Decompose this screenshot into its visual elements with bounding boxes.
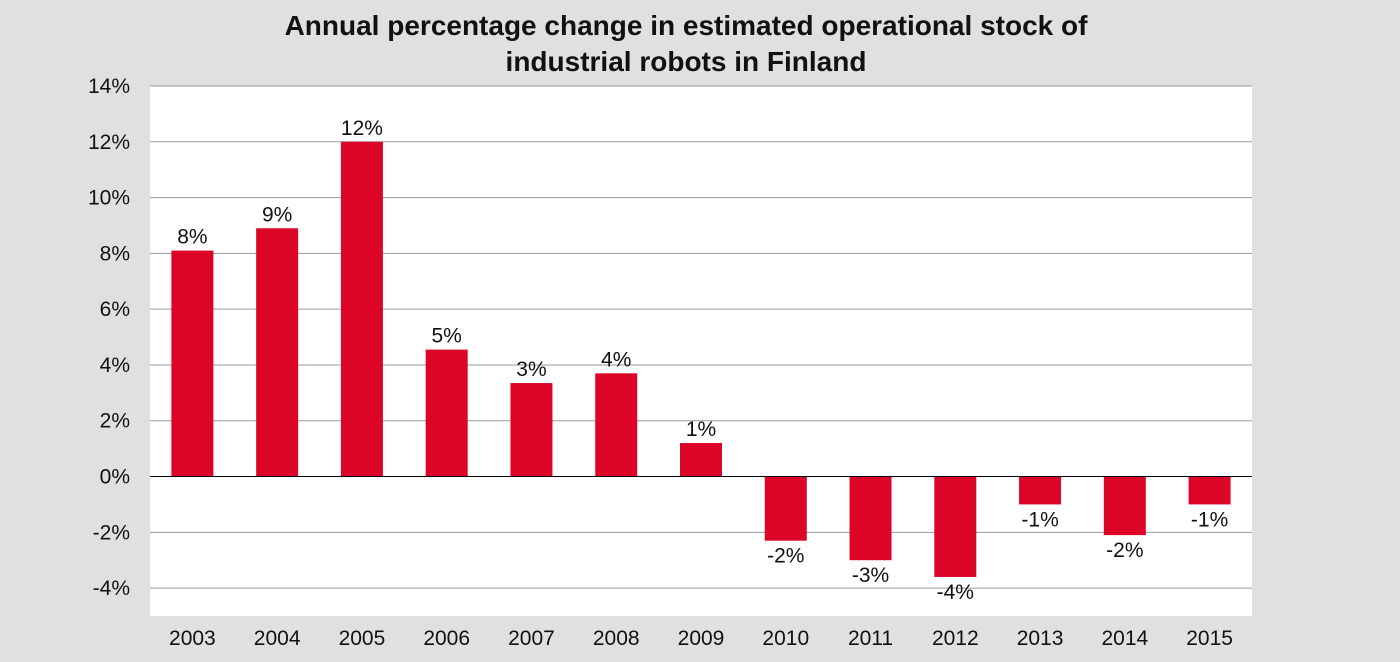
x-tick-label: 2009 — [678, 627, 725, 650]
bar-2006 — [425, 349, 468, 477]
x-tick-label: 2007 — [508, 627, 555, 650]
bar-2014 — [1103, 476, 1146, 536]
y-tick-label: 10% — [88, 187, 130, 210]
bar-2005 — [340, 141, 383, 477]
bar-2010 — [764, 476, 807, 541]
data-label: -2% — [767, 545, 804, 568]
data-label: 12% — [341, 117, 383, 140]
x-tick-label: 2004 — [254, 627, 301, 650]
bar-2003 — [171, 250, 214, 477]
plot-area — [150, 86, 1252, 616]
y-tick-label: 0% — [100, 466, 130, 489]
bar-2009 — [680, 443, 722, 477]
data-labels: 8% 9% 12% 5% 3% 4% 1% -2% -3% -4% -1% -2% -1% — [177, 117, 1228, 604]
data-label: 3% — [516, 358, 546, 381]
data-label: -4% — [937, 581, 974, 604]
y-tick-label: 4% — [100, 354, 130, 377]
bars — [171, 141, 1231, 577]
chart-title-line-2: industrial robots in Finland — [505, 46, 867, 77]
chart-title: Annual percentage change in estimated op… — [150, 8, 1222, 80]
y-tick-label: 2% — [100, 410, 130, 433]
data-label: -3% — [852, 564, 889, 587]
y-tick-label: 14% — [88, 75, 130, 98]
x-tick-label: 2013 — [1017, 627, 1064, 650]
y-tick-label: 8% — [100, 242, 130, 265]
x-tick-label: 2011 — [848, 627, 893, 650]
x-tick-label: 2010 — [762, 627, 809, 650]
bar-2012 — [934, 476, 977, 577]
chart-title-line-1: Annual percentage change in estimated op… — [284, 10, 1088, 41]
x-tick-label: 2006 — [423, 627, 470, 650]
data-label: 4% — [601, 348, 631, 371]
data-label: -2% — [1106, 539, 1143, 562]
x-tick-label: 2003 — [169, 627, 216, 650]
bar-2011 — [849, 476, 892, 561]
x-tick-label: 2005 — [339, 627, 386, 650]
data-label: -1% — [1191, 508, 1228, 531]
x-tick-label: 2014 — [1101, 627, 1148, 650]
y-tick-label: 6% — [100, 298, 130, 321]
data-label: 9% — [262, 203, 292, 226]
y-tick-label: 12% — [88, 131, 130, 154]
bar-2007 — [510, 383, 553, 477]
bar-2008 — [595, 373, 638, 477]
data-label: 8% — [177, 226, 207, 249]
y-tick-label: -4% — [93, 577, 130, 600]
x-axis-tick-labels: 2003 2004 2005 2006 2007 2008 2009 2010 2011 2012… — [169, 627, 1233, 650]
bar-2013 — [1019, 476, 1062, 505]
data-label: 5% — [432, 325, 462, 348]
x-tick-label: 2012 — [932, 627, 979, 650]
gridlines — [150, 85, 1252, 589]
x-tick-label: 2015 — [1186, 627, 1233, 650]
x-tick-label: 2008 — [593, 627, 640, 650]
bar-2015 — [1188, 476, 1231, 505]
bar-2004 — [256, 228, 299, 477]
y-tick-label: -2% — [93, 521, 130, 544]
data-label: 1% — [686, 418, 716, 441]
y-axis-tick-labels: 14% 12% 10% 8% 6% 4% 2% 0% -2% -4% — [88, 75, 130, 600]
data-label: -1% — [1021, 508, 1058, 531]
